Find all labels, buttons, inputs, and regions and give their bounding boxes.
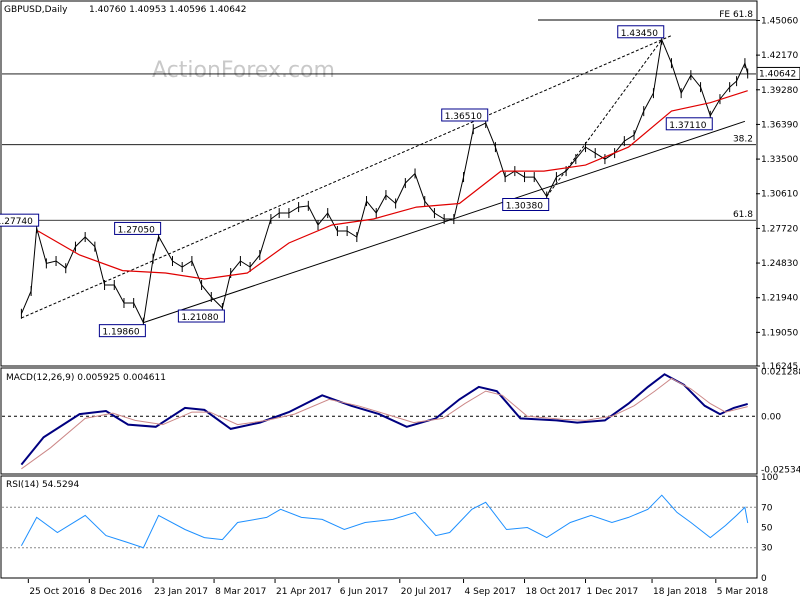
rsi-y-tick-label: 100 <box>761 473 778 483</box>
x-tick-label: 8 Dec 2016 <box>90 587 142 597</box>
x-tick-label: 18 Oct 2017 <box>526 587 582 597</box>
watermark: ActionForex.com <box>152 58 335 83</box>
x-tick-label: 18 Jan 2018 <box>653 587 707 597</box>
macd-y-tick-label: 0.021288 <box>761 368 800 378</box>
x-tick-label: 25 Oct 2016 <box>29 587 85 597</box>
macd-y-tick-label: 0.00 <box>761 412 781 422</box>
channel-line-dotted <box>21 35 672 319</box>
rsi-panel-frame <box>0 475 758 579</box>
price-annotation-label: 1.27740 <box>0 217 33 227</box>
rsi-y-tick-label: 0 <box>761 574 767 584</box>
price-annotation-label: 1.21080 <box>181 313 218 323</box>
macd-title: MACD(12,26,9) 0.005925 0.004611 <box>6 373 166 383</box>
rsi-y-tick-label: 30 <box>761 544 773 554</box>
last-price-box <box>756 66 800 80</box>
price-annotation-box <box>502 198 550 212</box>
rsi-line <box>20 494 749 549</box>
y-tick-label: 1.30610 <box>761 190 798 200</box>
x-tick-label: 5 Mar 2018 <box>717 587 769 597</box>
macd-signal-line <box>21 377 748 470</box>
y-tick-label: 1.27720 <box>761 224 798 234</box>
x-tick-label: 21 Apr 2017 <box>276 587 332 597</box>
price-annotation-label: 1.27050 <box>118 225 155 235</box>
y-tick-label: 1.45060 <box>761 16 798 26</box>
last-price-label: 1.40642 <box>759 69 796 79</box>
rsi-y-tick-label: 50 <box>761 524 773 534</box>
price-annotation-label: 1.36510 <box>445 112 482 122</box>
x-tick-label: 23 Jan 2017 <box>154 587 208 597</box>
price-annotation-box <box>98 324 146 338</box>
y-tick-label: 1.39280 <box>761 86 798 96</box>
x-tick-label: 4 Sep 2017 <box>465 587 516 597</box>
x-tick-label: 1 Dec 2017 <box>587 587 639 597</box>
y-tick-label: 1.42170 <box>761 51 798 61</box>
price-title: GBPUSD,Daily <box>4 5 68 15</box>
price-annotation-label: 1.19860 <box>102 328 139 338</box>
price-annotation-box <box>177 309 225 323</box>
y-tick-label: 1.24830 <box>761 259 798 269</box>
ohlc-readout: 1.40760 1.40953 1.40596 1.40642 <box>89 5 246 15</box>
price-annotation-label: 1.43450 <box>621 29 658 39</box>
macd-panel-frame <box>0 367 758 475</box>
price-annotation-label: 1.30380 <box>506 202 543 212</box>
x-tick-label: 8 Mar 2017 <box>215 587 266 597</box>
price-annotation-box <box>0 213 40 227</box>
rsi-title: RSI(14) 54.5294 <box>6 480 79 490</box>
y-tick-label: 1.21940 <box>761 294 798 304</box>
y-tick-label: 1.33500 <box>761 155 798 165</box>
x-tick-label: 6 Jun 2017 <box>340 587 388 597</box>
fib-level-label: 38.2 <box>733 135 753 145</box>
rsi-y-tick-label: 70 <box>761 503 773 513</box>
price-annotation-box <box>617 25 665 39</box>
price-panel-frame <box>0 0 758 367</box>
price-annotation-box <box>665 117 713 131</box>
y-tick-label: 1.16245 <box>761 362 798 372</box>
macd-y-tick-label: -0.025342 <box>761 465 800 475</box>
moving-average-line <box>37 90 748 280</box>
x-tick-label: 20 Jul 2017 <box>401 587 452 597</box>
price-annotation-box <box>114 221 162 235</box>
fib-level-label: FE 61.8 <box>719 10 753 20</box>
price-annotation-label: 1.37110 <box>669 121 706 131</box>
fib-level-label: 61.8 <box>733 210 753 220</box>
y-tick-label: 1.36390 <box>761 120 798 130</box>
macd-line <box>20 373 748 466</box>
price-annotation-box <box>441 108 489 122</box>
y-tick-label: 1.19050 <box>761 328 798 338</box>
price-series-line <box>20 37 749 325</box>
